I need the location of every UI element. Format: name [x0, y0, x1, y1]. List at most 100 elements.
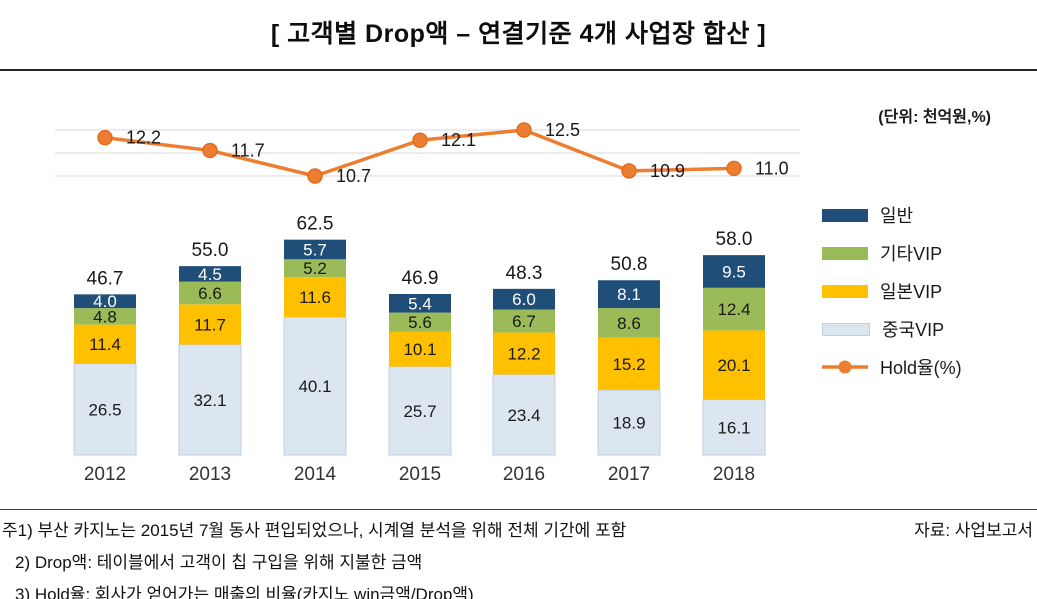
legend-item-기타VIP: 기타VIP [822, 234, 962, 272]
hold-rate-marker [202, 142, 218, 159]
bar-segment-일본VIP [598, 337, 660, 390]
hold-rate-value-label: 10.9 [650, 161, 685, 181]
legend-label: 중국VIP [882, 320, 945, 340]
chart-title: [ 고객별 Drop액 – 연결기준 4개 사업장 합산 ] [270, 20, 767, 48]
legend-label: 일반 [880, 206, 914, 226]
x-axis-label: 2012 [84, 464, 126, 485]
segment-value-label: 11.7 [194, 315, 226, 334]
legend-item-Hold율(%): Hold율(%) [822, 348, 962, 386]
total-value-label: 46.7 [87, 268, 124, 289]
hold-rate-marker [97, 129, 113, 146]
x-axis-label: 2016 [503, 464, 545, 485]
segment-value-label: 12.2 [507, 345, 540, 364]
hold-rate-value-label: 11.0 [755, 158, 789, 178]
bar-segment-기타VIP [703, 287, 765, 331]
footnote-1: 주1) 부산 카지노는 2015년 7월 동사 편입되었으나, 시계열 분석을 … [2, 521, 627, 540]
x-axis-label: 2014 [294, 464, 337, 485]
bar-segment-기타VIP [493, 309, 555, 333]
hold-rate-marker [621, 163, 637, 179]
total-value-label: 46.9 [402, 268, 439, 289]
bar-segment-일반 [598, 280, 660, 309]
segment-value-label: 25.7 [403, 402, 436, 421]
bar-segment-기타VIP [389, 312, 451, 332]
legend-color-swatch [822, 208, 868, 222]
hold-rate-value-label: 12.2 [126, 128, 161, 148]
segment-value-label: 5.7 [303, 240, 327, 259]
total-value-label: 62.5 [297, 214, 334, 235]
segment-value-label: 4.8 [93, 307, 117, 326]
bar-segment-일본VIP [284, 277, 346, 318]
total-value-label: 48.3 [506, 263, 543, 284]
bar-segment-중국VIP [178, 344, 242, 456]
hold-rate-marker [516, 122, 532, 138]
bar-segment-일반 [284, 239, 346, 260]
bar-segment-기타VIP [598, 308, 660, 338]
hold-rate-value-label: 12.1 [441, 130, 476, 150]
source-label: 자료: 사업보고서 [914, 521, 1033, 540]
segment-value-label: 6.6 [198, 284, 222, 303]
bar-segment-일본VIP [493, 332, 555, 375]
x-axis-label: 2015 [399, 464, 441, 485]
bar-segment-일반 [703, 255, 765, 288]
legend-item-중국VIP: 중국VIP [822, 310, 962, 348]
bar-segment-일본VIP [703, 330, 765, 400]
legend-label: 기타VIP [880, 244, 943, 264]
bar-segment-중국VIP [597, 389, 661, 456]
legend-line-marker-swatch [822, 360, 868, 374]
bar-segment-기타VIP [284, 259, 346, 278]
segment-value-label: 20.1 [717, 356, 750, 375]
legend-item-일본VIP: 일본VIP [822, 272, 962, 310]
segment-value-label: 4.0 [93, 292, 117, 311]
segment-value-label: 11.6 [299, 288, 331, 307]
bar-segment-기타VIP [179, 281, 241, 305]
segment-value-label: 23.4 [507, 406, 540, 425]
segment-value-label: 6.0 [512, 290, 536, 309]
segment-value-label: 12.4 [717, 300, 750, 319]
segment-value-label: 32.1 [193, 391, 226, 410]
segment-value-label: 26.5 [88, 400, 121, 419]
segment-value-label: 18.9 [612, 413, 645, 432]
legend-color-swatch [822, 284, 868, 298]
segment-value-label: 6.7 [512, 312, 536, 331]
segment-value-label: 8.6 [617, 314, 641, 333]
bar-segment-중국VIP [492, 374, 556, 456]
bar-segment-일반 [179, 266, 241, 282]
segment-value-label: 10.1 [403, 340, 436, 359]
title-divider [0, 69, 1037, 71]
legend-color-swatch [822, 246, 868, 260]
bar-segment-일본VIP [389, 331, 451, 367]
segment-value-label: 5.6 [408, 313, 432, 332]
hold-rate-marker [412, 132, 428, 148]
segment-value-label: 5.4 [408, 294, 432, 313]
bar-segment-중국VIP [388, 366, 452, 456]
bar-segment-중국VIP [283, 316, 347, 456]
total-value-label: 50.8 [611, 254, 648, 275]
bar-segment-중국VIP [702, 399, 766, 456]
x-axis-label: 2017 [608, 464, 650, 485]
total-value-label: 58.0 [716, 229, 753, 250]
segment-value-label: 15.2 [612, 355, 645, 374]
hold-rate-marker [307, 168, 323, 184]
segment-value-label: 4.5 [198, 265, 222, 284]
total-value-label: 55.0 [192, 240, 229, 261]
bar-segment-일반 [493, 288, 555, 310]
footnote-2: 2) Drop액: 테이블에서 고객이 칩 구입을 위해 지불한 금액 [15, 553, 423, 572]
segment-value-label: 5.2 [303, 259, 327, 278]
x-axis-label: 2013 [189, 464, 231, 485]
legend-item-일반: 일반 [822, 196, 962, 234]
x-axis-label: 2018 [713, 464, 755, 485]
bar-segment-중국VIP [73, 363, 137, 456]
bar-segment-일반 [389, 294, 451, 313]
footer-notes: 주1) 부산 카지노는 2015년 7월 동사 편입되었으나, 시계열 분석을 … [0, 509, 1037, 599]
legend-label: 일본VIP [880, 282, 943, 302]
legend-label: Hold율(%) [880, 358, 962, 378]
hold-rate-value-label: 10.7 [336, 166, 371, 186]
segment-value-label: 16.1 [717, 418, 750, 437]
bar-segment-일반 [74, 294, 136, 309]
hold-rate-value-label: 12.5 [545, 120, 580, 140]
legend-color-swatch [822, 322, 870, 336]
segment-value-label: 8.1 [617, 285, 641, 304]
bar-segment-일본VIP [179, 304, 241, 345]
